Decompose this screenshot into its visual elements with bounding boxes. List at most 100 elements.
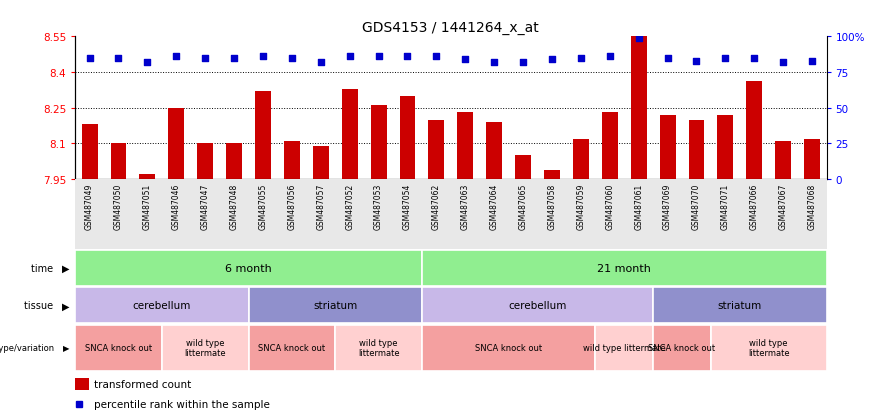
Bar xyxy=(573,139,589,180)
Text: GSM487069: GSM487069 xyxy=(663,183,672,230)
Bar xyxy=(81,125,97,180)
Point xyxy=(516,59,530,66)
Text: SNCA knock out: SNCA knock out xyxy=(85,344,152,352)
Bar xyxy=(659,116,675,180)
Text: wild type littermate: wild type littermate xyxy=(583,344,666,352)
Text: wild type
littermate: wild type littermate xyxy=(185,338,226,358)
Bar xyxy=(75,325,162,371)
Text: wild type
littermate: wild type littermate xyxy=(748,338,789,358)
Text: GSM487060: GSM487060 xyxy=(606,183,614,230)
Text: GSM487050: GSM487050 xyxy=(114,183,123,230)
Text: GSM487054: GSM487054 xyxy=(403,183,412,230)
Point xyxy=(690,58,704,65)
Point xyxy=(487,59,501,66)
Bar xyxy=(335,325,422,371)
Text: GSM487068: GSM487068 xyxy=(808,183,817,229)
Bar xyxy=(226,144,242,180)
Text: GSM487047: GSM487047 xyxy=(201,183,210,230)
Text: cerebellum: cerebellum xyxy=(133,301,191,311)
Point xyxy=(603,54,617,60)
Text: GSM487065: GSM487065 xyxy=(519,183,528,230)
Bar xyxy=(775,142,791,180)
Point xyxy=(285,55,299,62)
Text: striatum: striatum xyxy=(313,301,357,311)
Point xyxy=(805,58,819,65)
Bar xyxy=(75,251,422,286)
Text: cerebellum: cerebellum xyxy=(508,301,567,311)
Bar xyxy=(653,288,827,323)
Text: GSM487067: GSM487067 xyxy=(779,183,788,230)
Text: 21 month: 21 month xyxy=(598,263,652,273)
Bar xyxy=(248,325,335,371)
Bar xyxy=(110,144,126,180)
Bar xyxy=(544,170,560,180)
Text: transformed count: transformed count xyxy=(94,379,191,389)
Bar xyxy=(422,325,595,371)
Bar xyxy=(804,139,820,180)
Point xyxy=(400,54,415,60)
Text: GSM487046: GSM487046 xyxy=(171,183,181,230)
Text: GSM487055: GSM487055 xyxy=(258,183,268,230)
Bar xyxy=(422,288,653,323)
Bar xyxy=(602,113,618,180)
Text: GSM487058: GSM487058 xyxy=(547,183,557,229)
Point xyxy=(747,55,761,62)
Bar xyxy=(653,325,711,371)
Text: genotype/variation: genotype/variation xyxy=(0,344,57,352)
Bar xyxy=(746,82,762,180)
Text: percentile rank within the sample: percentile rank within the sample xyxy=(94,399,270,409)
Point xyxy=(198,55,212,62)
Bar xyxy=(400,97,415,180)
Bar xyxy=(342,90,358,180)
Text: GSM487066: GSM487066 xyxy=(750,183,758,230)
Text: SNCA knock out: SNCA knock out xyxy=(475,344,542,352)
Bar xyxy=(140,175,156,180)
Point xyxy=(227,55,241,62)
Bar xyxy=(284,142,300,180)
Text: GSM487070: GSM487070 xyxy=(692,183,701,230)
Text: GSM487057: GSM487057 xyxy=(316,183,325,230)
Text: GSM487049: GSM487049 xyxy=(85,183,94,230)
Point xyxy=(343,54,357,60)
Bar xyxy=(595,325,653,371)
Text: striatum: striatum xyxy=(718,301,762,311)
Point xyxy=(719,55,733,62)
Text: GSM487062: GSM487062 xyxy=(432,183,441,229)
Text: GSM487064: GSM487064 xyxy=(490,183,499,230)
Bar xyxy=(197,144,213,180)
Point xyxy=(574,55,588,62)
Point xyxy=(371,54,385,60)
Text: ▶: ▶ xyxy=(64,344,70,352)
Text: GSM487053: GSM487053 xyxy=(374,183,383,230)
Point xyxy=(430,54,444,60)
Point xyxy=(169,54,183,60)
Bar xyxy=(718,116,734,180)
Point xyxy=(314,59,328,66)
Text: wild type
littermate: wild type littermate xyxy=(358,338,400,358)
Bar xyxy=(75,378,88,390)
Bar xyxy=(162,325,248,371)
Text: GSM487059: GSM487059 xyxy=(576,183,585,230)
Bar xyxy=(457,113,473,180)
Point xyxy=(632,35,646,42)
Text: GSM487048: GSM487048 xyxy=(230,183,239,229)
Bar xyxy=(422,251,827,286)
Point xyxy=(545,57,559,63)
Point xyxy=(256,54,271,60)
Bar xyxy=(248,288,422,323)
Text: SNCA knock out: SNCA knock out xyxy=(258,344,325,352)
Bar xyxy=(711,325,827,371)
Bar xyxy=(515,156,531,180)
Title: GDS4153 / 1441264_x_at: GDS4153 / 1441264_x_at xyxy=(362,21,539,35)
Bar xyxy=(631,37,646,180)
Bar xyxy=(168,109,184,180)
Point xyxy=(660,55,674,62)
Text: ▶: ▶ xyxy=(63,263,70,273)
Text: ▶: ▶ xyxy=(63,301,70,311)
Text: time: time xyxy=(31,263,57,273)
Bar xyxy=(486,123,502,180)
Bar xyxy=(689,120,705,180)
Text: SNCA knock out: SNCA knock out xyxy=(649,344,716,352)
Text: 6 month: 6 month xyxy=(225,263,272,273)
Text: GSM487051: GSM487051 xyxy=(143,183,152,229)
